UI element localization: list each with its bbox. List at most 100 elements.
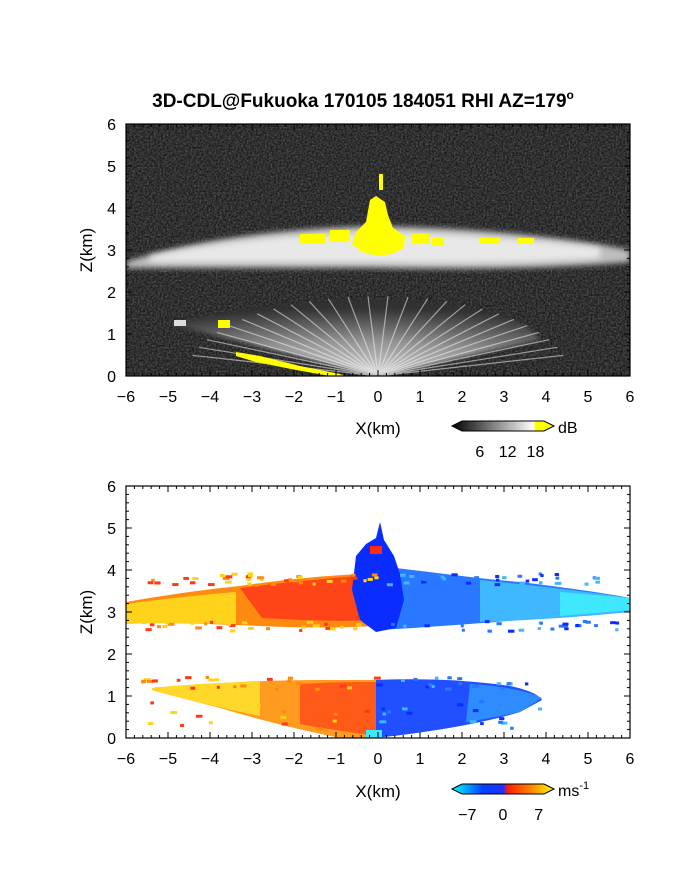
speckle-pixel [333,712,338,716]
speckle-pixel [413,677,418,681]
velocity-x-tick-label: −4 [201,751,219,768]
speckle-pixel [287,679,292,683]
velocity-x-tick-label: −1 [327,751,345,768]
intensity-x-tick-label: 0 [374,389,383,406]
speckle-pixel [585,620,591,624]
speckle-pixel [539,621,543,625]
speckle-pixel [332,719,337,723]
speckle-pixel [141,620,146,624]
intensity-y-tick-label: 0 [107,369,116,386]
fan-rays [192,296,564,376]
intensity-colorbar-tick-label: 18 [527,444,545,461]
intensity-x-tick-label: 4 [542,389,551,406]
speckle-pixel [281,722,288,726]
intensity-y-label: Z(km) [77,228,96,272]
speckle-pixel [225,575,233,579]
speckle-pixel [495,575,500,579]
speckle-pixel [575,623,580,627]
speckle-pixel [195,714,203,718]
velocity-x-tick-label: 5 [584,751,593,768]
speckle-pixel [532,578,538,582]
speckle-pixel [400,678,405,682]
intensity-x-label: X(km) [355,419,400,438]
speckle-pixel [143,678,151,682]
fan-ray [290,304,379,376]
speckle-pixel [391,622,395,626]
fan-ray [327,298,379,376]
velocity-x-tick-label: −3 [243,751,261,768]
saturated-patch [518,238,534,244]
fan-ray [377,339,550,376]
speckle-pixel [295,681,303,685]
speckle-pixel [241,621,249,625]
speckle-pixel [595,580,600,584]
saturated-patch [412,234,430,244]
velocity-heatmap [126,486,630,738]
speckle-pixel [176,678,181,682]
speckle-pixel [524,682,529,686]
fan-ray [377,331,540,376]
fan-ray [273,308,379,376]
upper-layer-warm-core [240,576,376,621]
intensity-y-tick-label: 6 [107,117,116,134]
speckle-pixel [555,576,560,580]
speckle-pixel [518,628,525,632]
fan-ray [198,346,379,376]
saturated-patch [432,238,444,246]
speckle-pixel [284,579,289,583]
velocity-colorbar-tick-label: 7 [534,807,543,824]
speckle-pixel [537,627,541,631]
velocity-y-tick-label: 6 [107,479,116,496]
speckle-pixel [170,711,178,715]
speckle-pixel [149,623,155,627]
speckle-pixel [292,579,298,583]
speckle-pixel [312,582,316,586]
speckle-pixel [306,620,314,624]
velocity-x-axis: −6 −5 −4 −3 −2 −1 0 1 2 3 4 5 6 [117,486,635,768]
speckle-pixel [282,710,287,714]
speckle-pixel [434,676,439,680]
fan-ray [377,304,466,376]
velocity-y-tick-label: 0 [107,731,116,748]
speckle-pixel [594,624,598,628]
speckle-pixel [519,581,525,585]
intensity-x-tick-label: −2 [285,389,303,406]
ground-cyan-patch [366,730,382,738]
intensity-x-tick-label: −1 [327,389,345,406]
intensity-x-tick-label: −4 [201,389,219,406]
speckle-pixel [420,580,427,584]
speckle-pixel [353,627,358,631]
speckle-pixel [180,723,185,727]
speckle-pixel [240,684,247,688]
speckle-pixel [387,710,391,714]
intensity-colorbar: dB 6 12 18 [450,420,578,461]
fan-ray [377,308,483,376]
speckle-pixel [406,711,413,715]
saturated-patch [300,234,326,244]
speckle-pixel [247,620,251,624]
speckle-pixel [386,583,393,587]
velocity-colorbar-tick-label: 0 [499,807,508,824]
saturated-core [352,196,405,256]
speckle-pixel [615,621,620,625]
speckle-pixel [400,573,406,577]
speckle-pixel [229,629,236,633]
speckle-pixel [403,581,410,585]
intensity-colorbar-unit: dB [558,420,578,437]
speckle-pixel [351,573,356,577]
speckle-pixel [364,709,371,713]
speckle-pixel [401,707,408,711]
speckle-pixel [393,572,399,576]
intensity-x-tick-label: 1 [416,389,425,406]
fan-ray [216,331,379,376]
speckle-pixel [357,620,362,624]
speckle-pixel [554,581,562,585]
speckle-pixel [216,685,220,689]
speckle-pixel [422,578,429,582]
speckle-pixel [444,687,452,691]
speckle-pixel [347,686,353,690]
velocity-y-tick-label: 5 [107,521,116,538]
speckle-pixel [274,687,279,691]
